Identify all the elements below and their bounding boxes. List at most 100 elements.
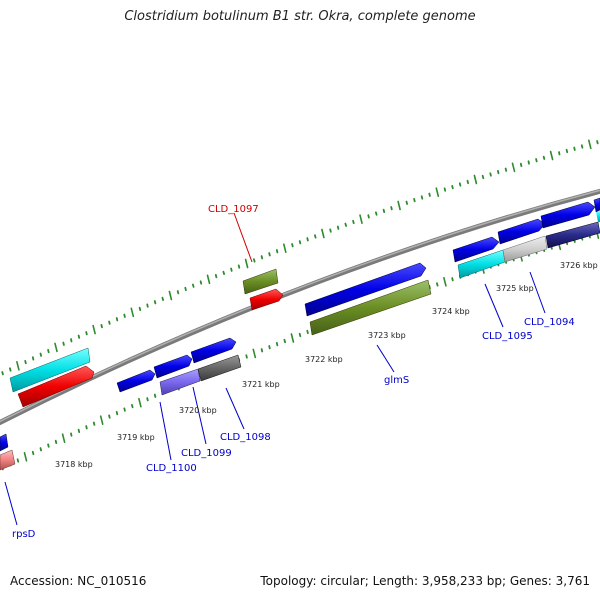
scale-tick-upper xyxy=(24,359,27,365)
scale-tick-upper xyxy=(222,270,226,276)
scale-tick-upper xyxy=(481,174,485,180)
scale-tick-lower xyxy=(47,443,50,448)
scale-tick-upper xyxy=(100,323,103,329)
scale-tick-lower xyxy=(146,397,149,402)
scale-tick-lower xyxy=(275,341,279,347)
scale-tick-upper xyxy=(252,258,256,263)
label-cld-1094: CLD_1094 xyxy=(524,317,575,328)
scale-tick-upper xyxy=(542,155,546,160)
scale-tick-upper xyxy=(206,274,211,285)
gene-blue-1096b[interactable] xyxy=(497,218,546,245)
scale-tick-upper xyxy=(85,331,88,336)
label-cld-1099: CLD_1099 xyxy=(181,448,232,459)
scale-tick-upper xyxy=(527,160,530,165)
scale-tick-upper xyxy=(451,184,454,190)
gene-red-left[interactable] xyxy=(17,365,95,408)
scale-tick-upper xyxy=(146,303,149,308)
gene-cld-1097-red[interactable] xyxy=(249,288,284,311)
scale-tick-upper xyxy=(176,290,180,295)
scale-tick-upper xyxy=(31,356,35,361)
gene-cld-1099-blue[interactable] xyxy=(153,354,193,379)
map-title: Clostridium botulinum B1 str. Okra, comp… xyxy=(124,9,476,24)
scale-tick-lower xyxy=(443,276,447,287)
scale-tick-lower xyxy=(138,397,142,408)
gene-cld-1097-olive[interactable] xyxy=(242,268,279,295)
scale-tick-upper xyxy=(573,146,576,151)
scale-tick-lower xyxy=(123,407,126,412)
scale-tick-upper xyxy=(237,264,241,269)
scale-tick-upper xyxy=(115,317,119,322)
scale-tick-lower xyxy=(252,348,257,359)
gene-lightgray[interactable] xyxy=(502,235,548,263)
gene-cyan-left[interactable] xyxy=(9,347,91,393)
kbp-label: 3721 kbp xyxy=(242,380,280,389)
scale-tick-upper xyxy=(511,162,516,173)
scale-tick-upper xyxy=(130,307,135,318)
scale-tick-lower xyxy=(153,393,157,398)
scale-tick-lower xyxy=(108,414,111,419)
scale-tick-lower xyxy=(23,451,28,462)
reverse-genes xyxy=(0,337,242,471)
scale-tick-upper xyxy=(260,255,264,260)
kbp-label: 3719 kbp xyxy=(117,433,155,442)
kbp-label: 3720 kbp xyxy=(179,406,217,415)
genome-backbone xyxy=(0,188,600,426)
label-glms: glmS xyxy=(384,375,409,386)
gene-cld-1099-lavender[interactable] xyxy=(159,368,201,396)
scale-tick-upper xyxy=(397,200,401,211)
scale-tick-upper xyxy=(374,211,378,216)
gene-cld-1098-blue[interactable] xyxy=(190,337,237,364)
scale-tick-upper xyxy=(329,228,332,233)
kbp-label: 3718 kbp xyxy=(55,460,93,469)
gene-glms-olive[interactable] xyxy=(309,279,432,336)
scale-tick-upper xyxy=(199,280,203,285)
scale-tick-upper xyxy=(405,200,409,205)
gene-blue-1096a[interactable] xyxy=(452,236,500,263)
label-leaders xyxy=(4,212,546,526)
scale-tick-upper xyxy=(54,342,58,353)
scale-tick-upper xyxy=(39,352,42,357)
gene-blue-edge[interactable] xyxy=(593,197,600,213)
scale-tick-lower xyxy=(39,447,42,452)
gene-edge-cyan[interactable] xyxy=(596,211,600,222)
accession-text: Accession: NC_010516 xyxy=(10,574,147,588)
scale-tick-upper xyxy=(435,187,440,197)
genome-map: CLD_1097 rpsD CLD_1100 CLD_1099 CLD_1098… xyxy=(0,139,600,540)
scale-tick-upper xyxy=(8,367,12,372)
scale-tick-upper xyxy=(466,179,470,185)
gene-pink-edge-left[interactable] xyxy=(0,449,16,471)
gene-blue-edge-left[interactable] xyxy=(0,433,9,452)
scale-tick-upper xyxy=(496,169,500,175)
scale-tick-lower xyxy=(130,403,134,409)
scale-tick-upper xyxy=(580,144,584,149)
gene-blue-mid-forward[interactable] xyxy=(304,262,427,317)
gene-cld-1098-gray[interactable] xyxy=(197,354,242,382)
scale-tick-upper xyxy=(298,240,302,245)
gene-blue-1096c[interactable] xyxy=(540,201,596,229)
scale-tick-upper xyxy=(428,192,431,197)
scale-tick-upper xyxy=(390,206,393,211)
scale-tick-lower xyxy=(99,415,104,426)
scale-tick-lower xyxy=(115,410,119,416)
scale-tick-upper xyxy=(16,360,20,371)
scale-tick-upper xyxy=(62,341,65,346)
scale-tick-upper xyxy=(70,338,73,343)
scale-tick-upper xyxy=(47,348,50,354)
scale-tick-upper xyxy=(558,151,561,156)
scale-tick-lower xyxy=(16,458,20,463)
scale-tick-lower xyxy=(92,421,96,426)
scale-tick-lower xyxy=(451,277,454,282)
scale-tick-lower xyxy=(54,439,58,445)
scale-tick-upper xyxy=(123,313,126,318)
scale-tick-lower xyxy=(31,450,35,456)
gene-cld-1100-blue[interactable] xyxy=(116,369,156,393)
scale-tick-lower xyxy=(61,433,66,444)
scale-tick-lower xyxy=(85,425,88,430)
scale-tick-upper xyxy=(291,243,294,248)
scale-tick-upper xyxy=(596,140,599,145)
scale-tick-lower xyxy=(290,333,295,343)
scale-tick-lower xyxy=(435,282,439,287)
gene-cld-1094-navy[interactable] xyxy=(545,221,600,249)
scale-tick-upper xyxy=(321,228,325,239)
scale-tick-upper xyxy=(92,324,96,335)
